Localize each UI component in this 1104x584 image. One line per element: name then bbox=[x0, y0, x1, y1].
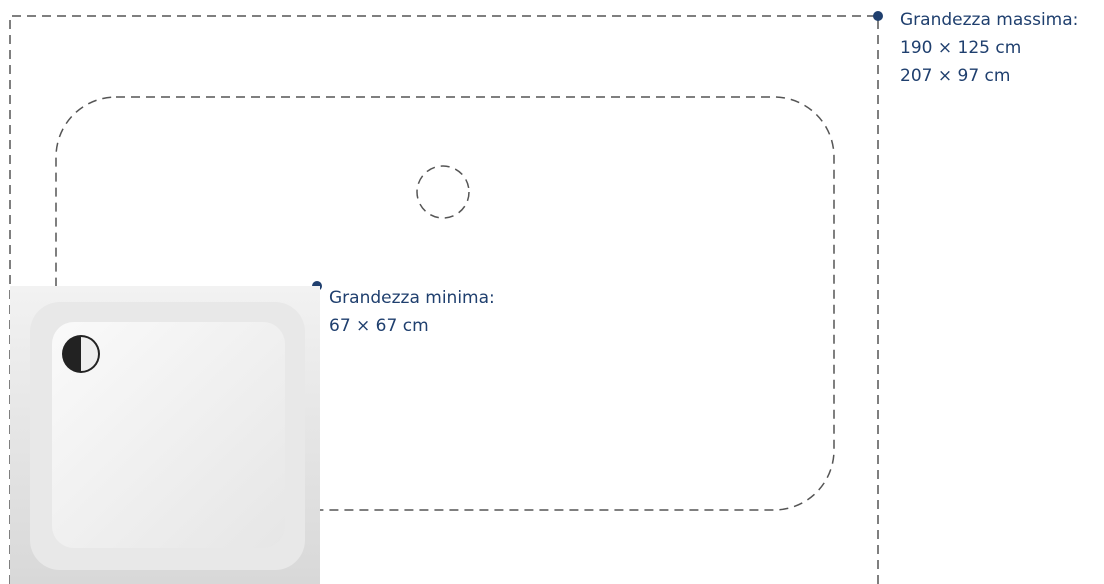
shower-tray bbox=[10, 286, 320, 584]
min-label: Grandezza minima: 67 × 67 cm bbox=[329, 284, 495, 340]
min-size: 67 × 67 cm bbox=[329, 312, 495, 340]
page: Grandezza massima: 190 × 125 cm 207 × 97… bbox=[0, 0, 1104, 584]
drain-outline bbox=[417, 166, 469, 218]
min-title: Grandezza minima: bbox=[329, 284, 495, 312]
max-size: 190 × 125 cm bbox=[900, 34, 1078, 62]
max-size: 207 × 97 cm bbox=[900, 62, 1078, 90]
max-dot bbox=[873, 11, 883, 21]
max-label: Grandezza massima: 190 × 125 cm 207 × 97… bbox=[900, 6, 1078, 90]
max-title: Grandezza massima: bbox=[900, 6, 1078, 34]
